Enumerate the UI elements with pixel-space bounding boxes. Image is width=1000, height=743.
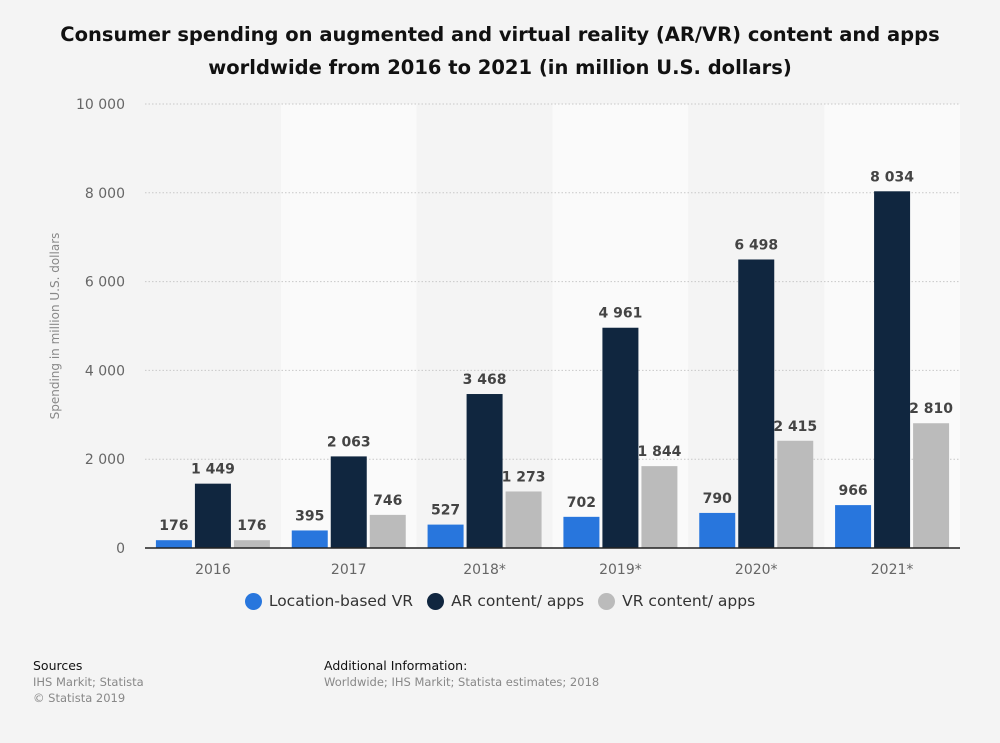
data-label: 6 498 [734, 237, 778, 253]
data-label: 2 063 [327, 434, 371, 450]
legend-marker-ar-content-apps [427, 592, 445, 610]
bar [699, 512, 736, 548]
data-label: 527 [431, 503, 460, 519]
chart-title-line-1: Consumer spending on augmented and virtu… [60, 23, 940, 46]
data-label: 1 273 [502, 469, 546, 485]
data-label: 2 415 [773, 419, 817, 435]
x-tick-label: 2020* [735, 562, 778, 578]
bar [641, 466, 678, 548]
y-tick-label: 8 000 [85, 186, 125, 202]
x-tick-label: 2017 [331, 562, 367, 578]
data-label: 4 961 [598, 306, 642, 322]
copyright-text: © Statista 2019 [33, 691, 126, 705]
data-label: 966 [838, 483, 867, 499]
data-label: 2 810 [909, 401, 953, 417]
category-band [145, 104, 281, 548]
data-label: 8 034 [870, 169, 914, 185]
data-label: 176 [159, 518, 188, 534]
y-tick-label: 0 [116, 541, 125, 557]
sources-text: IHS Markit; Statista [33, 675, 144, 689]
legend-label: AR content/ apps [451, 592, 585, 610]
data-label: 3 468 [463, 372, 507, 388]
data-label: 746 [373, 493, 402, 509]
additional-info-block: Additional Information: Worldwide; IHS M… [324, 658, 599, 690]
x-tick-label: 2016 [195, 562, 231, 578]
additional-info-text: Worldwide; IHS Markit; Statista estimate… [324, 675, 600, 689]
y-axis-label: Spending in million U.S. dollars [48, 233, 62, 420]
y-tick-label: 6 000 [85, 275, 125, 291]
bar [777, 440, 814, 548]
additional-info-heading: Additional Information: [324, 658, 468, 673]
bar [233, 540, 270, 548]
bar [738, 259, 775, 548]
legend-item-location-based-vr[interactable]: Location-based VR [244, 592, 414, 610]
bar [194, 483, 231, 548]
legend-item-vr-content-apps[interactable]: VR content/ apps [598, 592, 755, 610]
sources-heading: Sources [33, 658, 83, 673]
x-tick-label: 2019* [599, 562, 642, 578]
legend-item-ar-content-apps[interactable]: AR content/ apps [427, 592, 584, 610]
data-label: 176 [237, 518, 266, 534]
bar [874, 191, 911, 548]
x-tick-label: 2018* [463, 562, 506, 578]
y-tick-label: 2 000 [85, 452, 125, 468]
bar [913, 423, 950, 548]
x-tick-label: 2021* [871, 562, 914, 578]
bar [505, 491, 542, 548]
bar [330, 456, 367, 548]
data-label: 702 [567, 495, 596, 511]
data-label: 1 449 [191, 462, 235, 478]
bar [563, 516, 600, 548]
bar [291, 530, 328, 548]
data-label: 395 [295, 508, 324, 524]
legend-label: Location-based VR [268, 592, 414, 610]
data-label: 1 844 [637, 444, 681, 460]
legend-label: VR content/ apps [622, 592, 756, 610]
data-label: 790 [703, 491, 732, 507]
bar [466, 394, 503, 548]
sources-block: Sources IHS Markit; Statista © Statista … [33, 658, 144, 706]
bar [602, 327, 639, 548]
legend: Location-based VR AR content/ apps VR co… [0, 592, 1000, 610]
bar [369, 514, 406, 548]
legend-marker-location-based-vr [244, 592, 262, 610]
bar-chart: 0 2 000 4 000 6 000 8 000 10 000 Spending in … [48, 97, 960, 578]
chart-title-line-2: worldwide from 2016 to 2021 (in million … [208, 56, 792, 79]
bar [835, 505, 872, 548]
bar [427, 524, 464, 548]
y-tick-label: 4 000 [85, 363, 125, 379]
y-tick-label: 10 000 [76, 97, 125, 113]
bar [155, 540, 192, 548]
chart-title: Consumer spending on augmented and virtu… [0, 18, 1000, 84]
legend-marker-vr-content-apps [598, 592, 616, 610]
